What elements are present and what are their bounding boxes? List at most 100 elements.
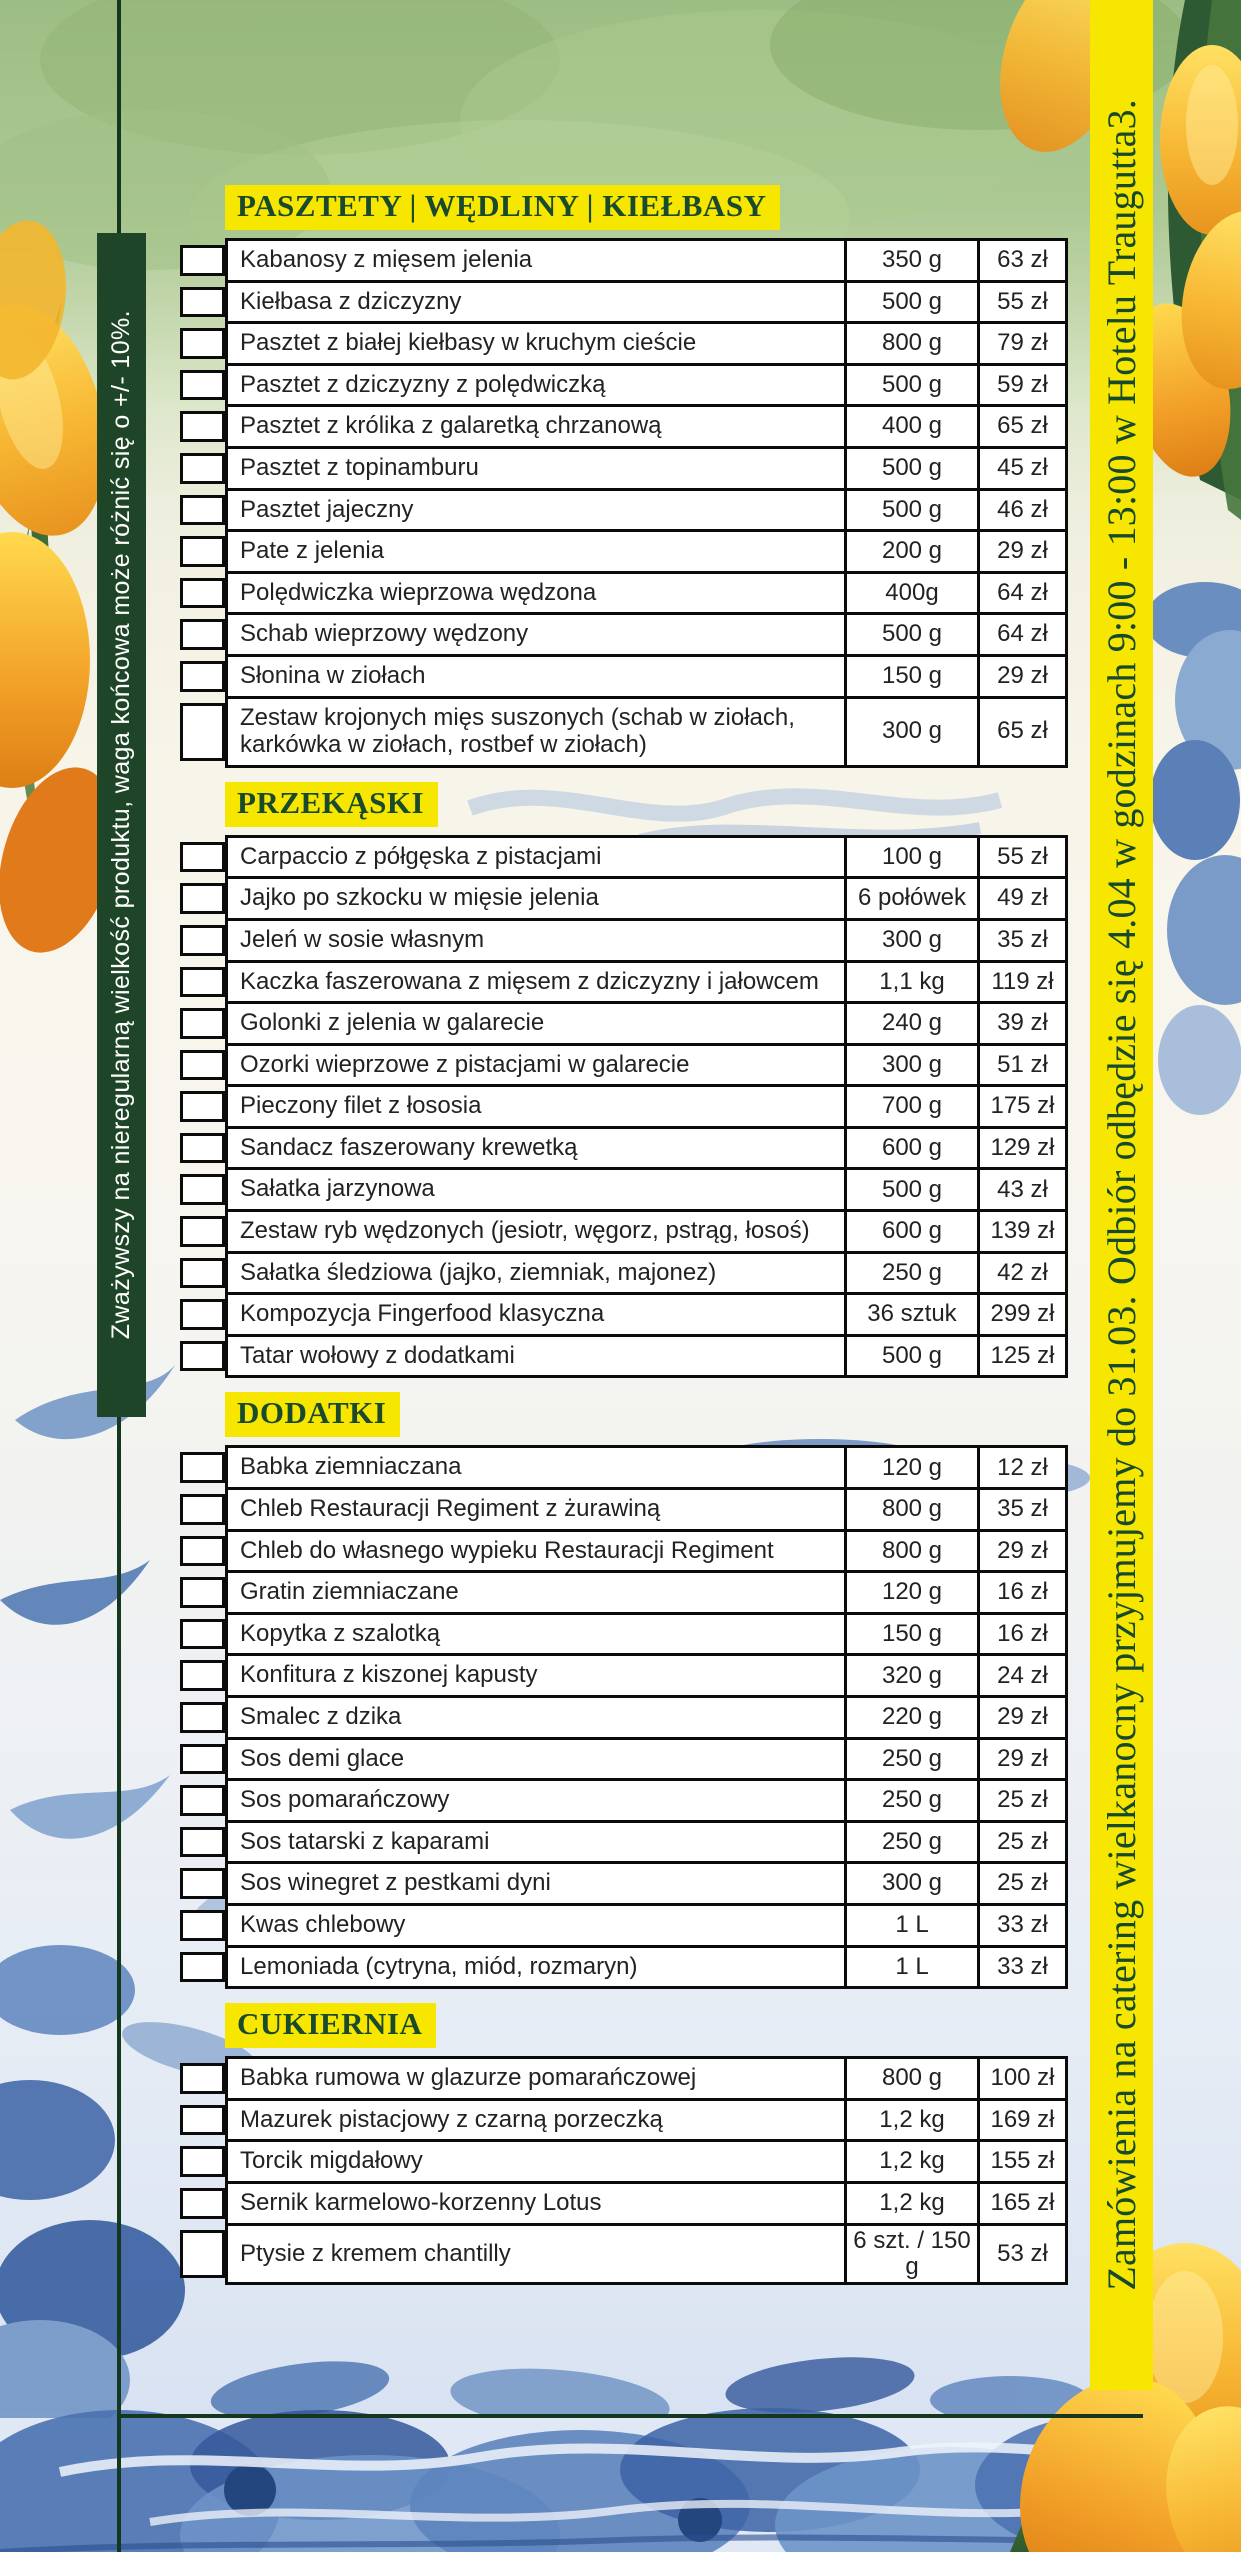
- checkbox-cell[interactable]: [180, 2229, 225, 2279]
- item-price: 53 zł: [977, 2225, 1065, 2283]
- checkbox-cell[interactable]: [180, 1299, 225, 1330]
- section-title: PASZTETY | WĘDLINY | KIEŁBASY: [237, 188, 767, 223]
- menu-table: Carpaccio z półgęska z pistacjami 100 g …: [180, 834, 1068, 1379]
- item-price: 64 zł: [977, 573, 1065, 613]
- item-price: 65 zł: [977, 698, 1065, 765]
- item-price: 29 zł: [977, 532, 1065, 571]
- menu-row: Pasztet z topinamburu 500 g 45 zł: [180, 445, 1065, 488]
- checkbox-cell[interactable]: [180, 1951, 225, 1983]
- checkbox-cell[interactable]: [180, 328, 225, 359]
- item-price: 12 zł: [977, 1448, 1065, 1488]
- checkbox-cell[interactable]: [180, 1174, 225, 1206]
- item-name: Kompozycja Fingerfood klasyczna: [240, 1300, 605, 1328]
- item-name: Ozorki wieprzowe z pistacjami w galareci…: [240, 1050, 690, 1078]
- checkbox-cell[interactable]: [180, 1257, 225, 1289]
- item-price: 165 zł: [977, 2183, 1065, 2223]
- checkbox-cell[interactable]: [180, 1452, 225, 1484]
- item-quantity: 400g: [844, 573, 977, 613]
- item-price: 299 zł: [977, 1295, 1065, 1334]
- checkbox-cell[interactable]: [180, 1618, 225, 1650]
- checkbox-cell[interactable]: [180, 1535, 225, 1567]
- right-note-text: Zamówienia na catering wielkanocny przyj…: [1099, 99, 1144, 2291]
- item-price: 129 zł: [977, 1128, 1065, 1168]
- checkbox-cell[interactable]: [180, 1340, 225, 1372]
- checkbox-cell[interactable]: [180, 1702, 225, 1733]
- checkbox-cell[interactable]: [180, 411, 225, 442]
- checkbox-cell[interactable]: [180, 1826, 225, 1858]
- checkbox-cell[interactable]: [180, 1785, 225, 1816]
- checkbox-cell[interactable]: [180, 841, 225, 873]
- checkbox-cell[interactable]: [180, 494, 225, 526]
- checkbox-cell[interactable]: [180, 1049, 225, 1081]
- checkbox-cell[interactable]: [180, 577, 225, 609]
- checkbox-cell[interactable]: [180, 369, 225, 401]
- item-price: 55 zł: [977, 282, 1065, 322]
- checkbox-cell[interactable]: [180, 245, 225, 276]
- item-name: Tatar wołowy z dodatkami: [240, 1341, 515, 1369]
- item-quantity: 500 g: [844, 282, 977, 322]
- checkbox-cell[interactable]: [180, 2146, 225, 2177]
- item-name: Jeleń w sosie własnym: [240, 925, 485, 953]
- checkbox-cell[interactable]: [180, 1577, 225, 1608]
- checkbox-cell[interactable]: [180, 660, 225, 692]
- item-price: 25 zł: [977, 1864, 1065, 1903]
- checkbox-cell[interactable]: [180, 1091, 225, 1122]
- item-name: Konfitura z kiszonej kapusty: [240, 1661, 538, 1689]
- checkbox-cell[interactable]: [180, 1132, 225, 1164]
- item-name: Kiełbasa z dziczyzny: [240, 287, 462, 315]
- checkbox-cell[interactable]: [180, 2187, 225, 2219]
- checkbox-cell[interactable]: [180, 1216, 225, 1247]
- checkbox-cell[interactable]: [180, 1008, 225, 1039]
- menu-table: Kabanosy z mięsem jelenia 350 g 63 zł Ki…: [180, 238, 1068, 768]
- item-quantity: 500 g: [844, 1170, 977, 1210]
- item-quantity: 36 sztuk: [844, 1295, 977, 1334]
- menu-content: PASZTETY | WĘDLINY | KIEŁBASY Kabanosy z…: [177, 185, 1068, 2286]
- item-price: 45 zł: [977, 448, 1065, 488]
- checkbox-cell[interactable]: [180, 702, 225, 761]
- right-note-ribbon: Zamówienia na catering wielkanocny przyj…: [1090, 0, 1153, 2390]
- menu-row: Mazurek pistacjowy z czarną porzeczką 1,…: [180, 2097, 1065, 2140]
- checkbox-cell[interactable]: [180, 1909, 225, 1941]
- checkbox-cell[interactable]: [180, 619, 225, 650]
- menu-section: CUKIERNIA Babka rumowa w glazurze pomara…: [177, 1989, 1068, 2286]
- item-quantity: 1 L: [844, 1905, 977, 1945]
- menu-row: Kompozycja Fingerfood klasyczna 36 sztuk…: [180, 1292, 1065, 1334]
- item-name: Smalec z dzika: [240, 1703, 402, 1730]
- checkbox-cell[interactable]: [180, 2104, 225, 2136]
- item-quantity: 500 g: [844, 490, 977, 530]
- item-name: Pasztet z białej kiełbasy w kruchym cieś…: [240, 329, 697, 357]
- checkbox-cell[interactable]: [180, 966, 225, 998]
- item-quantity: 6 połówek: [844, 879, 977, 918]
- checkbox-cell[interactable]: [180, 536, 225, 567]
- menu-row: Kabanosy z mięsem jelenia 350 g 63 zł: [180, 241, 1065, 280]
- menu-row: Sos pomarańczowy 250 g 25 zł: [180, 1778, 1065, 1820]
- menu-row: Babka rumowa w glazurze pomarańczowej 80…: [180, 2059, 1065, 2098]
- menu-row: Smalec z dzika 220 g 29 zł: [180, 1695, 1065, 1737]
- checkbox-cell[interactable]: [180, 286, 225, 318]
- item-price: 59 zł: [977, 365, 1065, 405]
- item-price: 39 zł: [977, 1004, 1065, 1043]
- menu-row: Sos demi glace 250 g 29 zł: [180, 1736, 1065, 1779]
- checkbox-cell[interactable]: [180, 1494, 225, 1525]
- checkbox-cell[interactable]: [180, 1868, 225, 1899]
- item-name: Schab wieprzowy wędzony: [240, 620, 529, 648]
- menu-row: Słonina w ziołach 150 g 29 zł: [180, 653, 1065, 696]
- item-price: 125 zł: [977, 1336, 1065, 1376]
- item-price: 155 zł: [977, 2142, 1065, 2181]
- item-price: 29 zł: [977, 1698, 1065, 1737]
- menu-table: Babka rumowa w glazurze pomarańczowej 80…: [180, 2056, 1068, 2286]
- checkbox-cell[interactable]: [180, 1660, 225, 1691]
- checkbox-cell[interactable]: [180, 452, 225, 484]
- item-price: 35 zł: [977, 1490, 1065, 1529]
- checkbox-cell[interactable]: [180, 883, 225, 914]
- item-name: Lemoniada (cytryna, miód, rozmaryn): [240, 1952, 638, 1980]
- item-price: 65 zł: [977, 407, 1065, 446]
- checkbox-cell[interactable]: [180, 924, 225, 956]
- checkbox-cell[interactable]: [180, 2063, 225, 2094]
- item-name: Pasztet jajeczny: [240, 495, 414, 523]
- checkbox-cell[interactable]: [180, 1743, 225, 1775]
- item-price: 64 zł: [977, 615, 1065, 654]
- item-name: Kabanosy z mięsem jelenia: [240, 246, 533, 273]
- item-quantity: 220 g: [844, 1698, 977, 1737]
- section-header: CUKIERNIA: [225, 2003, 437, 2049]
